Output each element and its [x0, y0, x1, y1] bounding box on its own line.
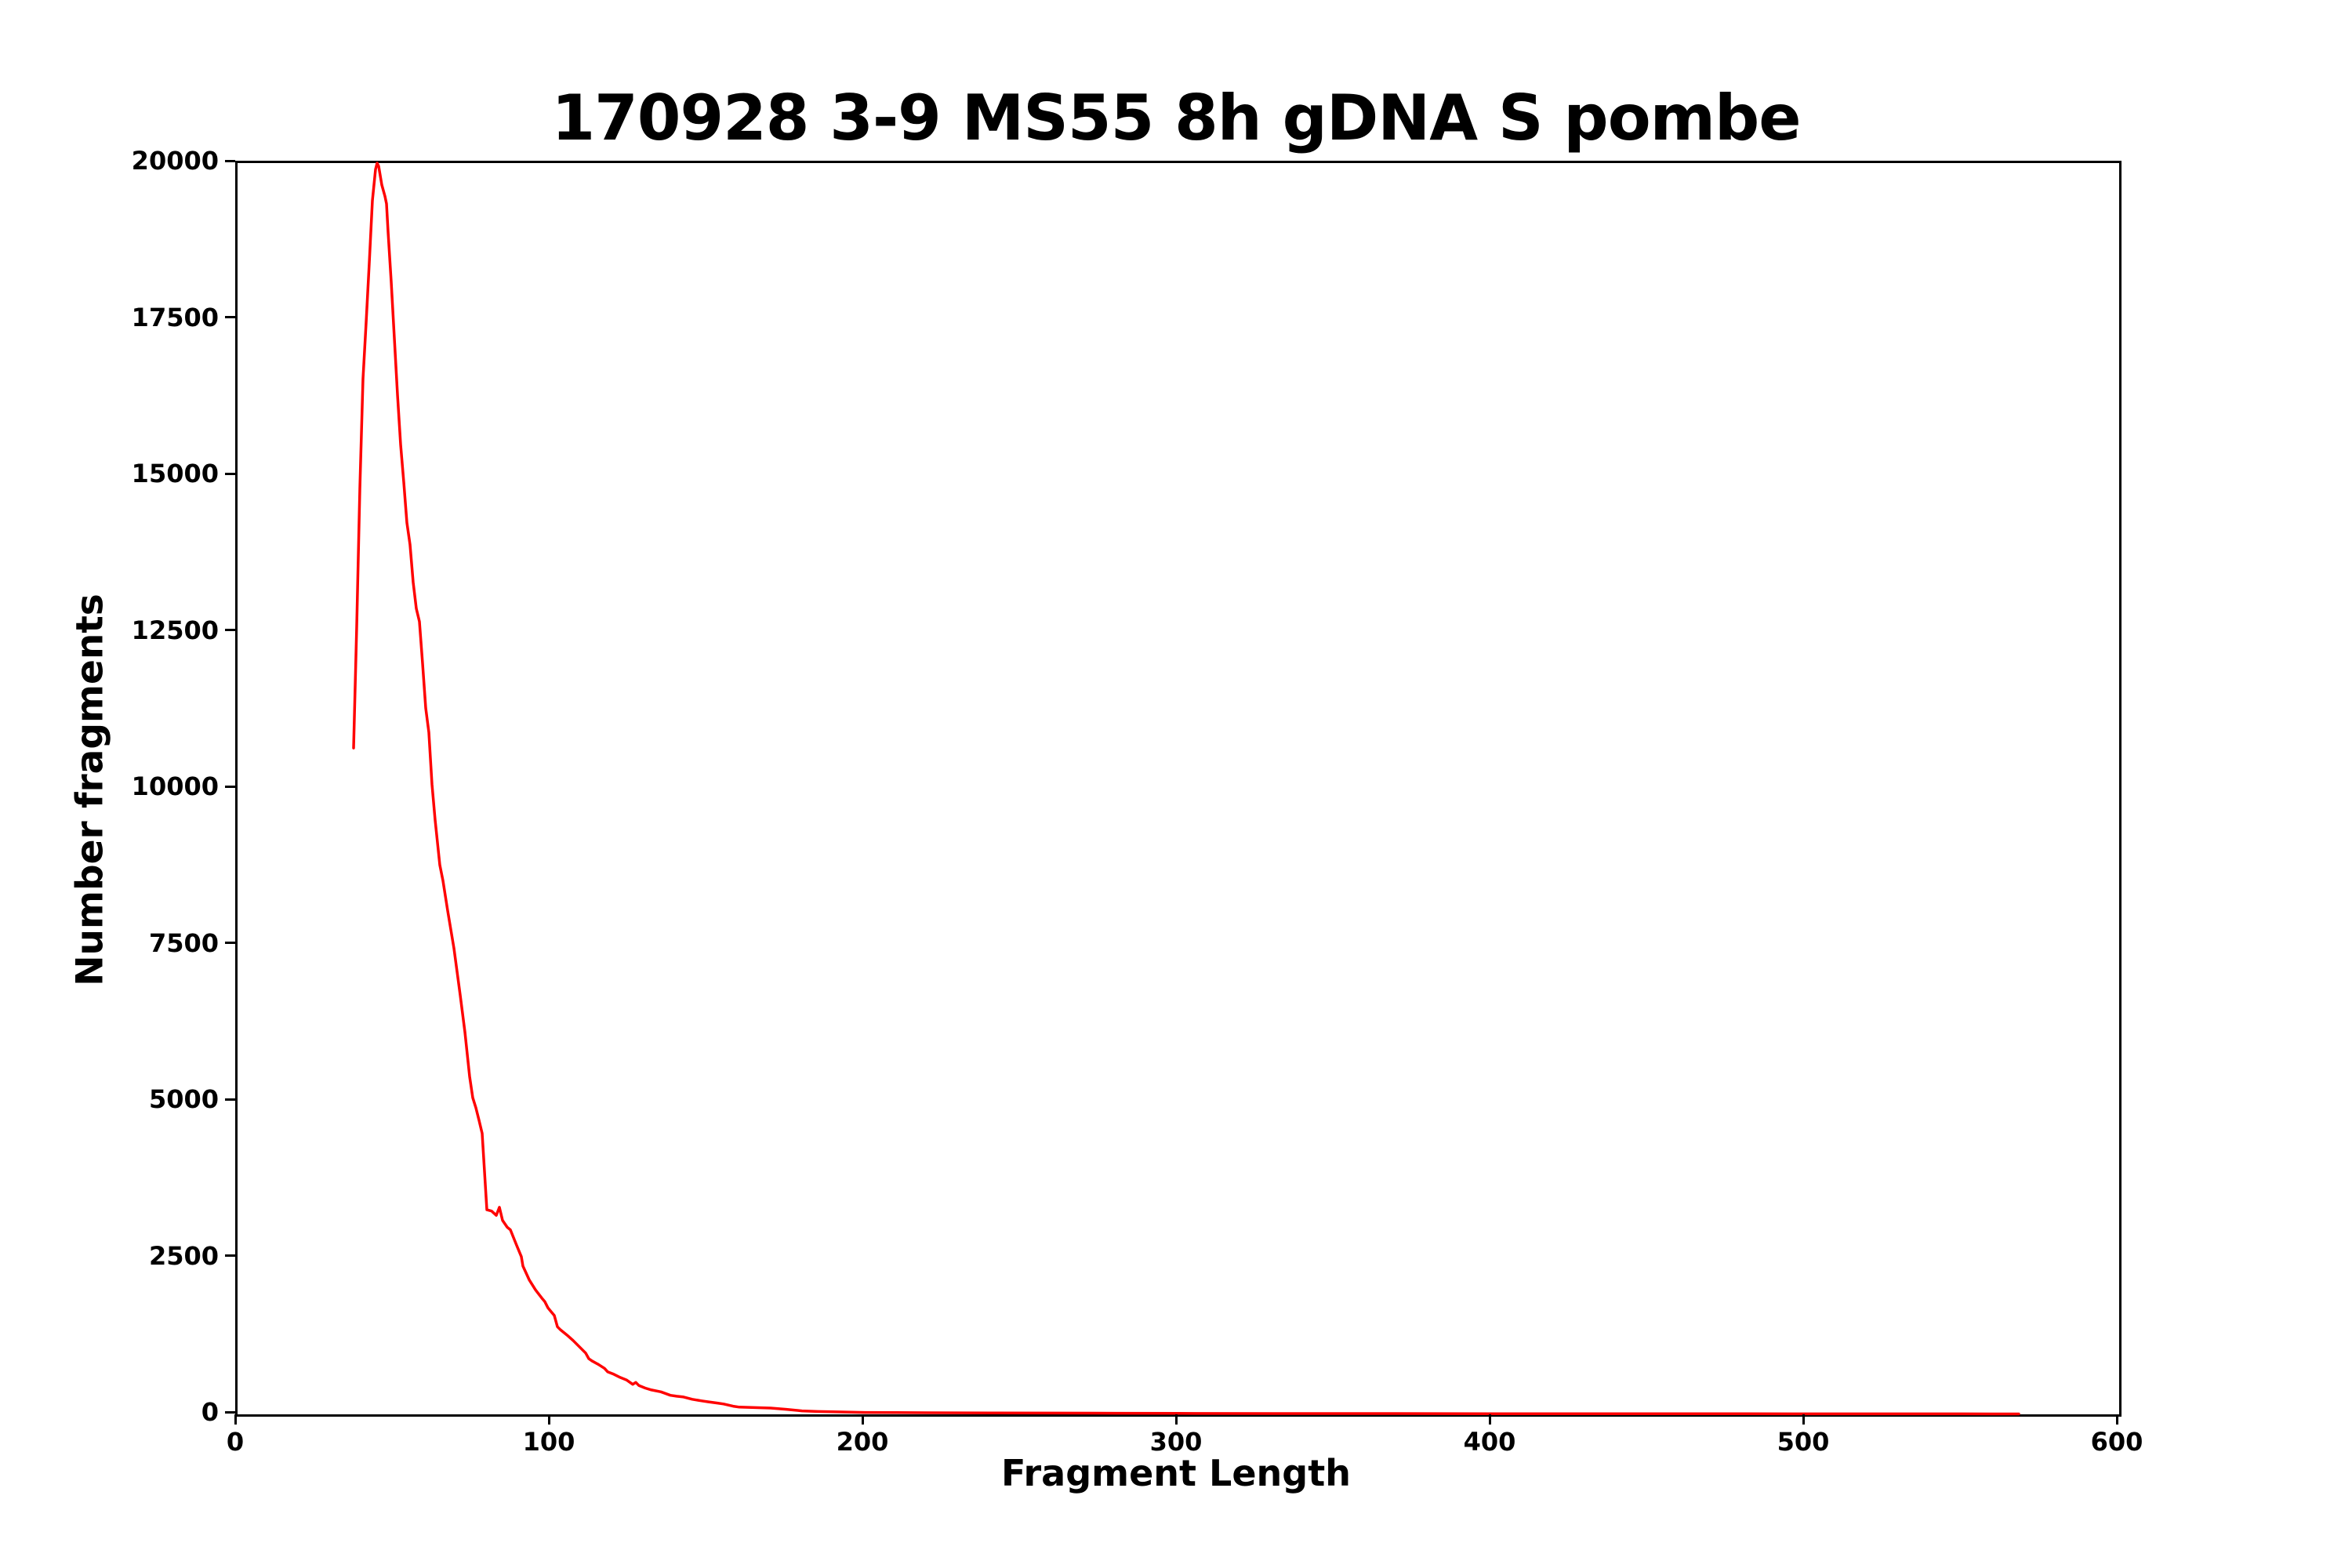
x-tick-label: 300 [1149, 1427, 1203, 1457]
y-tick-mark [225, 1254, 235, 1257]
chart-title: 170928 3-9 MS55 8h gDNA S pombe [551, 82, 1801, 154]
y-tick-mark [225, 942, 235, 944]
x-tick-mark [861, 1414, 864, 1425]
x-tick-label: 100 [522, 1427, 575, 1457]
y-tick-label: 20000 [131, 146, 219, 176]
y-tick-label: 7500 [148, 927, 219, 958]
y-tick-mark [225, 1098, 235, 1101]
y-tick-mark [225, 316, 235, 318]
x-tick-label: 500 [1777, 1427, 1830, 1457]
y-tick-mark [225, 472, 235, 475]
y-tick-label: 0 [201, 1397, 219, 1427]
y-tick-label: 17500 [131, 302, 219, 332]
y-tick-label: 12500 [131, 615, 219, 645]
y-tick-label: 5000 [148, 1084, 219, 1114]
x-tick-label: 200 [836, 1427, 889, 1457]
line-chart-canvas [238, 163, 2119, 1414]
y-tick-mark [225, 159, 235, 162]
fragment-length-curve [354, 163, 2019, 1414]
x-tick-mark [1488, 1414, 1491, 1425]
x-tick-label: 0 [226, 1427, 245, 1457]
x-tick-label: 400 [1463, 1427, 1516, 1457]
x-tick-mark [1802, 1414, 1805, 1425]
x-tick-mark [1174, 1414, 1178, 1425]
y-tick-mark [225, 1410, 235, 1414]
x-tick-mark [547, 1414, 550, 1425]
x-tick-mark [234, 1414, 237, 1425]
y-tick-mark [225, 629, 235, 631]
x-axis-label: Fragment Length [1001, 1452, 1351, 1494]
y-tick-mark [225, 785, 235, 788]
y-tick-label: 15000 [131, 459, 219, 488]
x-tick-mark [2115, 1414, 2118, 1425]
x-tick-label: 600 [2090, 1427, 2143, 1457]
y-tick-label: 2500 [148, 1240, 219, 1271]
y-tick-label: 10000 [131, 771, 219, 801]
plot-area [235, 161, 2122, 1417]
